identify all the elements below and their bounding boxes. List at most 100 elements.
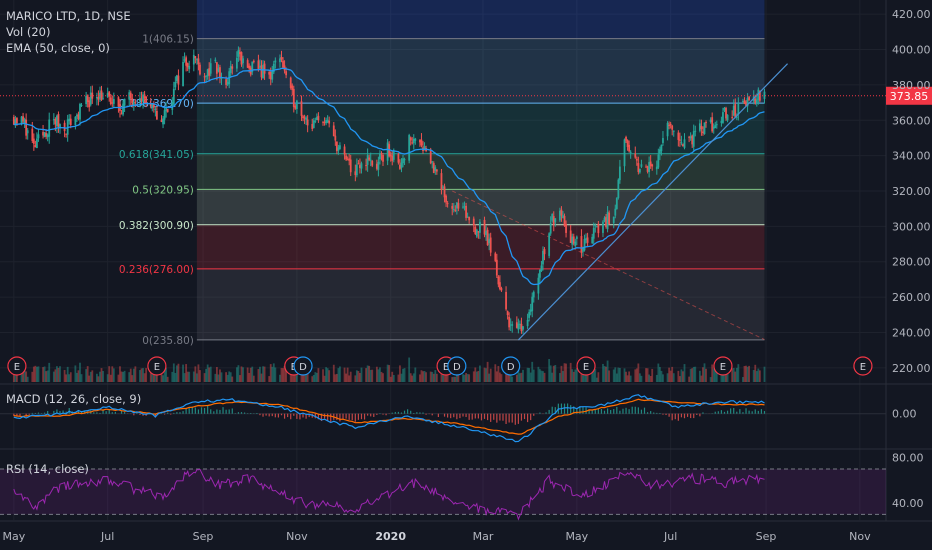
volume-bar [446, 373, 449, 382]
volume-bar [379, 367, 381, 382]
volume-bar [91, 370, 94, 382]
candle-body [485, 230, 487, 236]
candle-body [109, 97, 112, 105]
volume-bar [77, 370, 80, 382]
volume-bar [603, 366, 606, 382]
volume-indicator-label[interactable]: Vol (20) [6, 25, 51, 39]
volume-bar [572, 371, 575, 382]
candle-body [263, 63, 266, 74]
candle-body [322, 121, 324, 123]
event-markers[interactable]: EEEEEEEDDD [7, 356, 873, 376]
volume-bar [142, 368, 144, 382]
candle-body [382, 155, 384, 162]
candle-body [517, 323, 520, 330]
candle-body [314, 120, 317, 122]
volume-bar [359, 372, 361, 382]
price-axis-tick-label: 340.00 [892, 150, 931, 163]
candle-body [63, 122, 66, 132]
dividend-marker[interactable]: D [501, 356, 521, 376]
ema-indicator-label[interactable]: EMA (50, close, 0) [6, 41, 110, 55]
volume-bar [399, 365, 401, 382]
earnings-marker-circle [576, 356, 596, 376]
candle-body [409, 137, 412, 141]
candle-body [142, 94, 144, 102]
earnings-marker[interactable]: E [7, 356, 27, 376]
earnings-marker[interactable]: E [853, 356, 873, 376]
volume-bar [662, 374, 664, 382]
candle-body [714, 125, 717, 128]
macd-legend[interactable]: MACD (12, 26, close, 9) [6, 392, 142, 406]
price-axis-tick-label: 260.00 [892, 291, 931, 304]
volume-bar [194, 366, 197, 382]
candle-body [412, 138, 415, 144]
volume-bar [380, 371, 383, 382]
volume-bar [658, 367, 661, 382]
price-axis-tick-label: 320.00 [892, 185, 931, 198]
candle-body [669, 123, 672, 126]
volume-bar [175, 365, 178, 382]
candle-body [365, 165, 367, 167]
symbol-title[interactable]: MARICO LTD, 1D, NSE [6, 8, 131, 24]
volume-bar [56, 366, 58, 382]
last-price-label: 373.85 [890, 90, 929, 103]
volume-bar [520, 372, 523, 382]
volume-bar [723, 373, 726, 382]
volume-bar [645, 368, 647, 382]
volume-bar [625, 371, 627, 382]
macd-pane [0, 394, 886, 443]
candle-body [442, 186, 444, 188]
candle-body [76, 114, 78, 117]
volume-bar [292, 369, 295, 382]
volume-bar [282, 368, 284, 382]
volume-bar [434, 370, 437, 382]
fibonacci-retracement[interactable]: 1(406.15)0.786(369.70)0.618(341.05)0.5(3… [119, 0, 765, 347]
candle-body [698, 123, 701, 131]
candle-body [32, 138, 35, 144]
earnings-marker[interactable]: E [576, 356, 596, 376]
candle-body [694, 130, 697, 132]
dividend-marker[interactable]: D [447, 356, 467, 376]
volume-bar [257, 369, 260, 382]
ema-50-line [13, 67, 765, 286]
candle-body [486, 229, 489, 246]
volume-bar [368, 365, 371, 382]
volume-bar [574, 369, 577, 382]
candle-body [162, 118, 164, 125]
candle-body [56, 115, 58, 127]
earnings-marker-circle [713, 356, 733, 376]
candle-body [42, 132, 44, 136]
volume-bar [139, 370, 141, 382]
candle-body [152, 104, 155, 108]
volume-bar [397, 374, 400, 382]
volume-bar [99, 371, 101, 382]
trendline[interactable] [517, 63, 788, 341]
earnings-marker[interactable]: E [147, 356, 167, 376]
volume-bar [526, 367, 529, 382]
candle-body [508, 316, 511, 328]
candle-body [214, 59, 217, 62]
volume-bar [597, 372, 600, 382]
candle-body [571, 236, 574, 245]
volume-bar [594, 369, 597, 382]
volume-bar [174, 372, 177, 382]
dividend-marker[interactable]: D [293, 356, 313, 376]
volume-bar [43, 366, 46, 382]
volume-bar [649, 376, 652, 382]
candle-body [392, 151, 395, 160]
candle-body [755, 99, 758, 104]
candle-body [678, 139, 681, 141]
volume-bar [651, 368, 654, 382]
candle-body [192, 54, 195, 65]
volume-bar [355, 370, 358, 382]
volume-bar [671, 366, 674, 382]
candle-body [638, 168, 641, 173]
candle-body [332, 125, 335, 137]
earnings-marker[interactable]: E [713, 356, 733, 376]
rsi-legend[interactable]: RSI (14, close) [6, 462, 89, 476]
candle-body [68, 118, 71, 122]
dividend-marker-circle [293, 356, 313, 376]
volume-bar [69, 372, 72, 382]
volume-bar [360, 367, 363, 382]
volume-bar [132, 368, 135, 382]
